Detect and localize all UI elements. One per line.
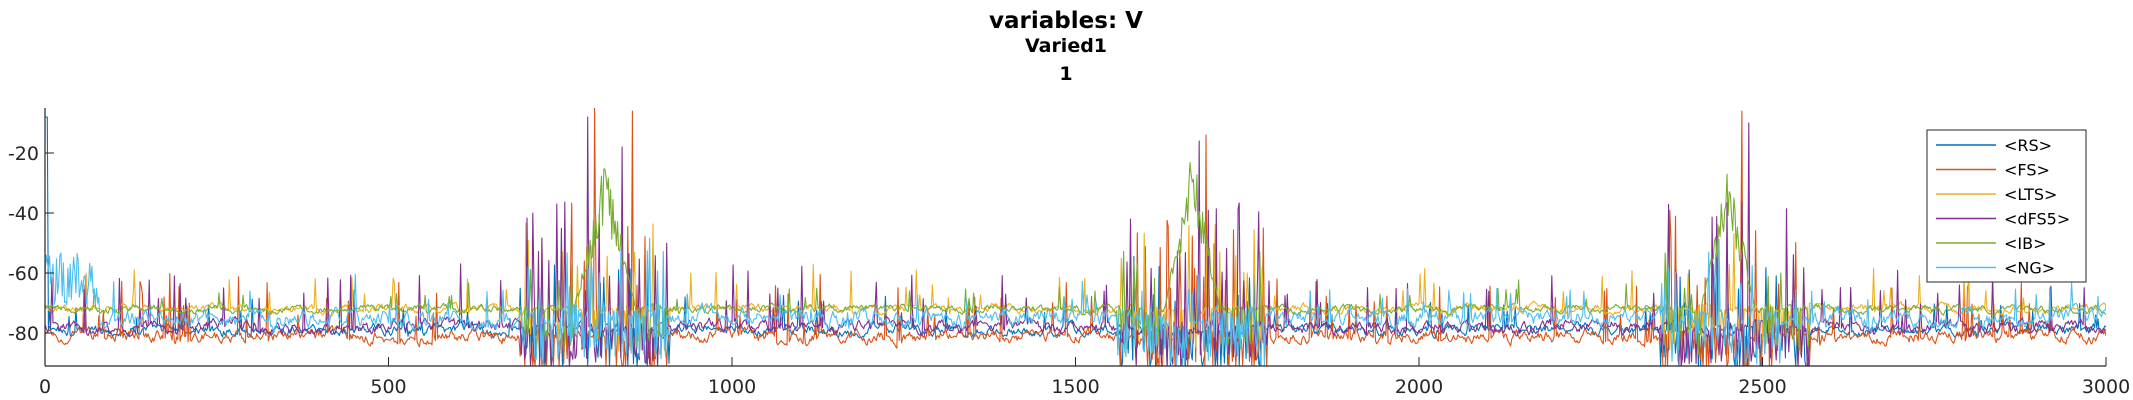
legend-label: <FS> [2004, 161, 2050, 180]
x-tick-label: 0 [39, 376, 51, 398]
legend-label: <LTS> [2004, 185, 2057, 204]
y-tick-label: -40 [8, 203, 39, 225]
chart-subtitle: Varied1 [1025, 35, 1107, 57]
x-tick-label: 1500 [1051, 376, 1099, 398]
legend-box [1926, 129, 2087, 283]
series-layer [45, 108, 2106, 366]
y-tick-label: -20 [8, 143, 39, 165]
x-ticks: 0 500 1000 1500 2000 2500 3000 [39, 357, 2130, 398]
x-tick-label: 2500 [1738, 376, 1786, 398]
x-tick-label: 3000 [2082, 376, 2130, 398]
legend: <RS> <FS> <LTS> <dFS5> <IB> <NG> [1926, 129, 2087, 283]
legend-label: <RS> [2004, 136, 2052, 155]
series-line-lts [45, 222, 2106, 356]
y-tick-label: -80 [8, 323, 39, 345]
series-line-ng [45, 237, 2106, 366]
series-line-dfs5 [45, 116, 2106, 366]
legend-label: <NG> [2004, 259, 2055, 278]
legend-label: <IB> [2004, 234, 2047, 253]
x-tick-label: 1000 [708, 376, 756, 398]
y-ticks: -20 -40 -60 -80 [8, 143, 54, 345]
x-tick-label: 500 [370, 376, 406, 398]
series-line-ib [45, 162, 2106, 355]
x-tick-label: 2000 [1395, 376, 1443, 398]
legend-label: <dFS5> [2004, 210, 2070, 229]
chart-title: variables: V [989, 8, 1143, 34]
chart-subtitle-2: 1 [1059, 63, 1072, 85]
y-tick-label: -60 [8, 263, 39, 285]
